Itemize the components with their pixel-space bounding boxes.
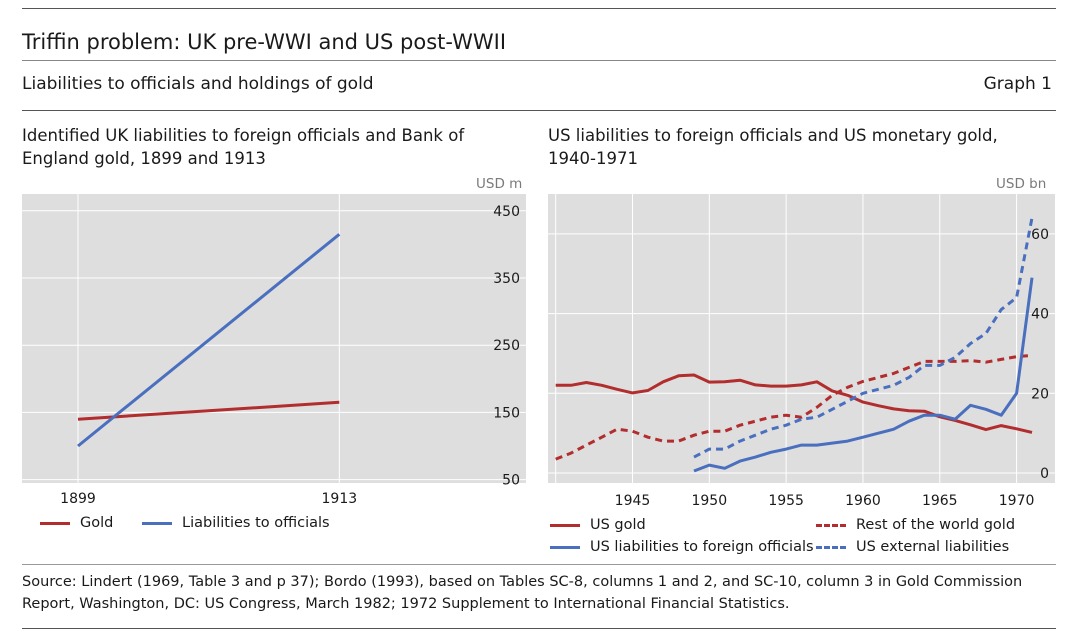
title-rule <box>22 60 1056 61</box>
y-tick-label: 40 <box>1031 307 1049 323</box>
right-chart: 1945 1950 1955 1960 1965 1970 0 20 40 60 <box>548 194 1055 509</box>
y-tick-label: 60 <box>1031 227 1049 243</box>
series-line-gold <box>77 400 340 421</box>
y-tick-label: 50 <box>502 473 520 489</box>
plot-area <box>22 194 526 483</box>
source-note: Source: Lindert (1969, Table 3 and p 37)… <box>22 574 1023 612</box>
bottom-rule <box>22 628 1056 629</box>
legend-item-us-ext-liab: US external liabilities <box>816 539 1009 555</box>
legend-swatch-us-gold <box>550 523 580 527</box>
y-tick-label: 150 <box>493 405 520 421</box>
right-panel-unit: USD bn <box>996 176 1047 192</box>
legend-swatch-gold <box>40 521 70 525</box>
x-tick-label: 1950 <box>691 493 727 509</box>
left-panel-unit: USD m <box>476 176 523 192</box>
x-tick-label: 1899 <box>60 491 96 507</box>
x-tick-label: 1913 <box>322 491 358 507</box>
x-tick-label: 1965 <box>922 493 958 509</box>
legend-label-liabilities: Liabilities to officials <box>182 515 330 531</box>
y-tick-label: 450 <box>493 204 520 220</box>
y-tick-label: 20 <box>1031 386 1049 402</box>
legend-item-liabilities: Liabilities to officials <box>142 515 330 531</box>
legend-swatch-us-ext-liab <box>816 545 846 549</box>
legend-item-us-gold: US gold <box>550 517 646 533</box>
legend-item-row-gold: Rest of the world gold <box>816 517 1015 533</box>
x-tick-label: 1945 <box>615 493 651 509</box>
series-line-rest-of-the-world-gold <box>555 353 1033 461</box>
graph-title: Triffin problem: UK pre-WWI and US post-… <box>22 30 507 54</box>
legend-label-gold: Gold <box>80 515 114 531</box>
series-line-liabilities-to-officials <box>77 233 341 448</box>
y-tick-label: 0 <box>1040 466 1049 482</box>
legend-label-row-gold: Rest of the world gold <box>856 517 1016 533</box>
top-rule <box>22 8 1056 9</box>
legend-item-us-liab-officials: US liabilities to foreign officials <box>550 539 814 555</box>
legend-label-us-ext-liab: US external liabilities <box>856 539 1010 555</box>
series-line-us-liabilities-to-foreign-officials <box>693 277 1034 473</box>
legend-swatch-row-gold <box>816 523 846 527</box>
x-tick-label: 1955 <box>768 493 804 509</box>
graph-subtitle: Liabilities to officials and holdings of… <box>22 74 374 94</box>
legend-swatch-liabilities <box>142 521 172 525</box>
subtitle-rule <box>22 110 1056 111</box>
legend-swatch-us-liab-officials <box>550 545 580 549</box>
y-tick-label: 350 <box>493 271 520 287</box>
left-panel-title: Identified UK liabilities to foreign off… <box>22 126 465 168</box>
legend-item-gold: Gold <box>40 515 113 531</box>
legend-label-us-gold: US gold <box>590 517 646 533</box>
legend-label-us-liab-officials: US liabilities to foreign officials <box>590 539 814 555</box>
series-line-us-external-liabilities <box>693 217 1034 459</box>
y-tick-label: 250 <box>493 338 520 354</box>
x-tick-label: 1970 <box>999 493 1035 509</box>
graph-number: Graph 1 <box>983 74 1052 94</box>
right-panel-title: US liabilities to foreign officials and … <box>548 126 998 168</box>
x-tick-label: 1960 <box>845 493 881 509</box>
left-chart: 1899 1913 50 150 250 350 450 <box>22 194 526 507</box>
source-rule <box>22 564 1056 565</box>
